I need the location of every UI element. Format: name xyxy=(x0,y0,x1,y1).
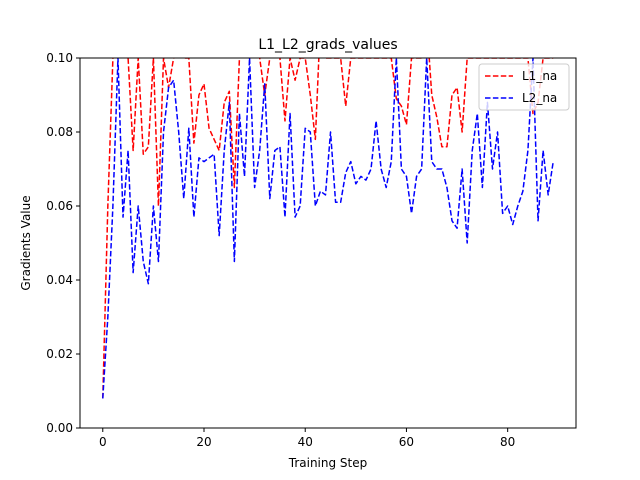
x-axis-label: Training Step xyxy=(288,456,368,470)
x-tick-label: 80 xyxy=(500,435,515,449)
legend: L1_na L2_na xyxy=(478,63,570,111)
y-axis-label: Gradients Value xyxy=(19,195,33,290)
series-line-l2-na xyxy=(102,58,554,399)
legend-label-l1: L1_na xyxy=(522,69,557,83)
x-tick-label: 60 xyxy=(399,435,414,449)
y-tick-label: 0.08 xyxy=(46,125,73,139)
y-axis: 0.00 0.02 0.04 0.06 0.08 0.10 xyxy=(46,51,80,435)
legend-label-l2: L2_na xyxy=(522,91,557,105)
y-tick-label: 0.02 xyxy=(46,347,73,361)
x-axis: 0 20 40 60 80 xyxy=(99,428,515,449)
y-tick-label: 0.06 xyxy=(46,199,73,213)
y-tick-label: 0.00 xyxy=(46,421,73,435)
y-tick-label: 0.10 xyxy=(46,51,73,65)
plot-frame xyxy=(79,57,577,429)
x-tick-label: 20 xyxy=(196,435,211,449)
x-tick-label: 0 xyxy=(99,435,107,449)
series-layer xyxy=(102,58,554,399)
x-tick-label: 40 xyxy=(298,435,313,449)
chart-title: L1_L2_grads_values xyxy=(258,37,397,53)
y-tick-label: 0.04 xyxy=(46,273,73,287)
